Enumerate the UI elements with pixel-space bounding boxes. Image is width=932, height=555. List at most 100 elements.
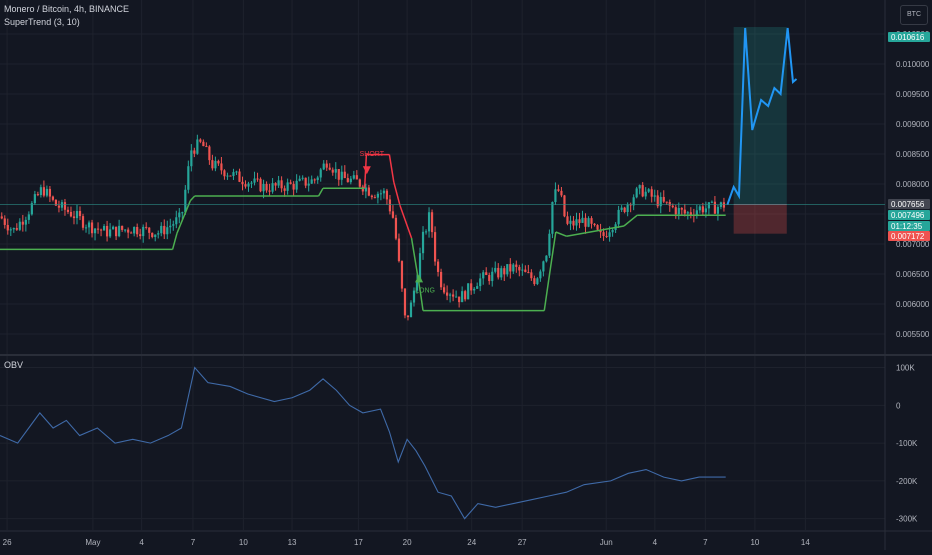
candle-body — [298, 178, 301, 181]
candle-body — [96, 228, 100, 230]
candle-body — [154, 234, 157, 237]
candle-body — [133, 226, 136, 234]
candle-body — [184, 189, 187, 213]
candle-body — [397, 238, 401, 262]
price-tick-label: 0.005500 — [896, 330, 930, 339]
date-tick-label: 13 — [288, 538, 297, 547]
candle-body — [66, 209, 70, 212]
supertrend-segment — [176, 200, 191, 234]
date-tick-label: 20 — [403, 538, 412, 547]
candle-body — [9, 229, 12, 231]
price-tick-label: 0.009500 — [896, 90, 930, 99]
candle-body — [33, 194, 36, 204]
candle-body — [0, 216, 3, 219]
candle-body — [277, 180, 280, 186]
candle-body — [232, 172, 235, 177]
candle-body — [286, 182, 289, 191]
candle-body — [121, 225, 124, 230]
candle-body — [325, 163, 328, 168]
candle-body — [641, 185, 644, 197]
candle-body — [322, 163, 325, 170]
candle-body — [394, 217, 398, 239]
candle-body — [473, 288, 476, 291]
candle-body — [364, 187, 367, 192]
candle-body — [446, 292, 449, 296]
date-tick-label: 26 — [3, 538, 12, 547]
candle-body — [99, 229, 103, 231]
candle-body — [30, 203, 33, 215]
candle-body — [512, 264, 515, 272]
candle-body — [69, 211, 73, 217]
candle-body — [701, 206, 704, 213]
candle-body — [436, 261, 440, 272]
obv-tick-label: 0 — [896, 401, 901, 410]
candle-body — [190, 150, 193, 167]
candle-body — [518, 266, 521, 271]
candle-body — [686, 212, 689, 214]
candle-body — [566, 216, 569, 224]
candle-body — [449, 294, 452, 296]
candle-body — [545, 255, 548, 262]
candle-body — [262, 183, 265, 192]
candle-body — [346, 178, 349, 183]
supertrend-segment — [393, 182, 401, 206]
candle-body — [196, 139, 199, 154]
candle-body — [238, 171, 241, 182]
candle-body — [115, 226, 118, 237]
candle-body — [539, 271, 542, 279]
candle-body — [569, 220, 572, 224]
supertrend-segment — [171, 233, 178, 250]
candle-body — [295, 180, 298, 190]
candle-body — [659, 196, 662, 207]
candle-body — [602, 232, 605, 236]
candle-body — [349, 178, 352, 183]
price-tick-label: 0.006500 — [896, 270, 930, 279]
candle-body — [241, 181, 244, 185]
price-tag — [888, 231, 930, 241]
candle-body — [39, 187, 42, 196]
candle-body — [527, 272, 530, 274]
candle-body — [677, 208, 680, 215]
candle-body — [695, 210, 698, 216]
candle-body — [388, 199, 392, 212]
candle-body — [524, 269, 527, 273]
candle-body — [358, 179, 361, 187]
candle-body — [280, 180, 283, 189]
candle-body — [340, 171, 343, 180]
candle-body — [551, 202, 554, 234]
candle-body — [620, 207, 623, 210]
candle-body — [3, 218, 6, 225]
date-tick-label: Jun — [600, 538, 613, 547]
candle-body — [54, 199, 58, 206]
candle-body — [145, 226, 148, 228]
candle-body — [12, 228, 15, 230]
candle-body — [442, 287, 446, 293]
candle-body — [256, 178, 259, 180]
candle-body — [160, 225, 163, 234]
candle-body — [427, 212, 431, 232]
supertrend-segment — [623, 214, 638, 227]
candle-body — [433, 232, 437, 262]
obv-tick-label: -300K — [896, 515, 918, 524]
candle-body — [409, 302, 413, 318]
candle-body — [235, 171, 238, 173]
candle-body — [274, 183, 277, 186]
candle-body — [130, 232, 133, 234]
candle-body — [710, 201, 713, 203]
date-tick-label: 7 — [703, 538, 708, 547]
candle-body — [632, 197, 635, 206]
date-tick-label: 17 — [354, 538, 363, 547]
candle-body — [105, 225, 109, 237]
price-tag-label: 0.007656 — [891, 200, 925, 209]
symbol-title: Monero / Bitcoin, 4h, BINANCE — [4, 4, 130, 14]
candle-body — [181, 212, 184, 214]
candle-body — [488, 274, 491, 282]
candle-body — [124, 229, 127, 231]
candle-body — [605, 235, 608, 237]
supertrend-segment — [410, 237, 422, 293]
price-tag-label: 0.007496 — [891, 211, 925, 220]
currency-button[interactable]: BTC — [900, 5, 928, 25]
date-tick-label: 24 — [467, 538, 476, 547]
candle-body — [51, 196, 55, 200]
